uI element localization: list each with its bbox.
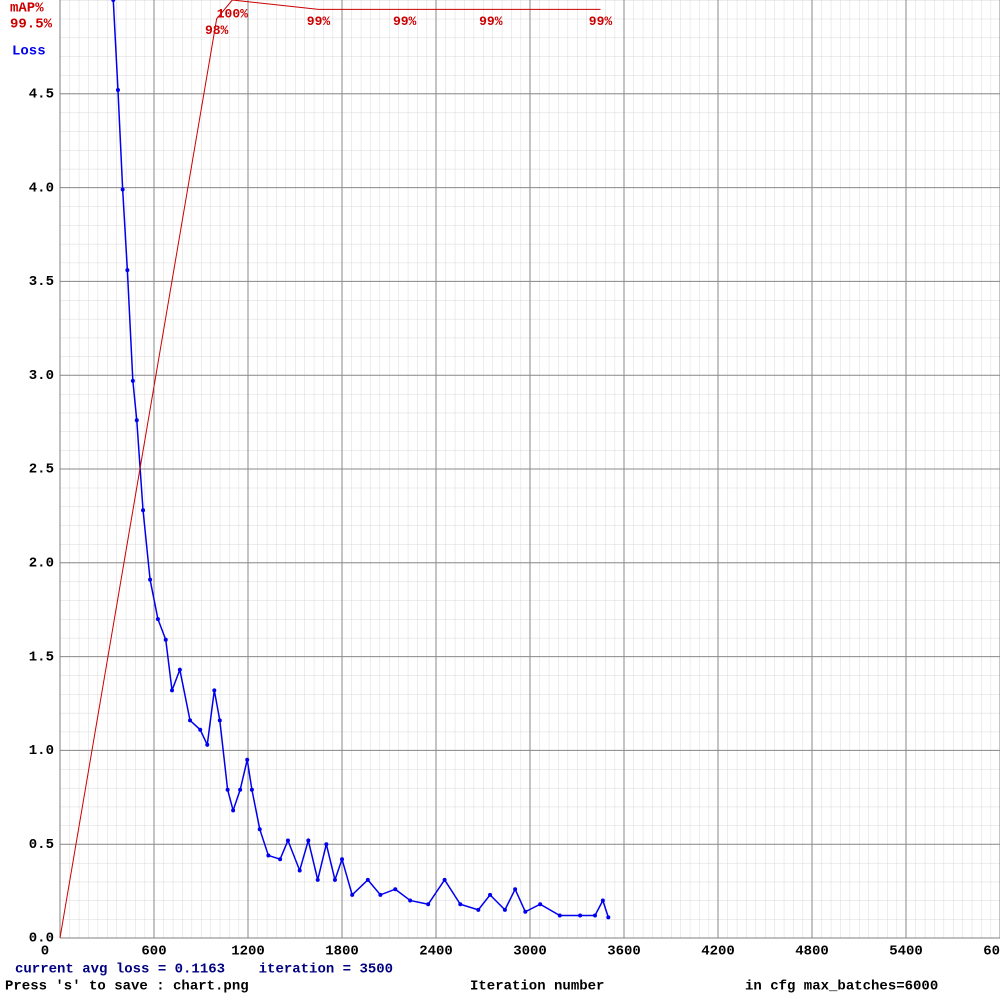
map-line (59, 0, 601, 939)
loss-point (426, 902, 431, 907)
loss-point (502, 907, 507, 912)
loss-point (557, 913, 562, 918)
loss-point (231, 808, 236, 813)
loss-point (350, 892, 355, 897)
x-tick-label: 600 (141, 944, 166, 960)
loss-point (125, 268, 130, 273)
map-title: mAP% (10, 1, 44, 17)
loss-point (245, 757, 250, 762)
loss-point (600, 898, 605, 903)
best-map: 99.5% (10, 17, 53, 33)
x-tick-label: 4200 (701, 944, 735, 960)
map-label: 99% (589, 14, 613, 29)
x-tick-label: 3000 (513, 944, 547, 960)
loss-point (593, 913, 598, 918)
loss-point (249, 787, 254, 792)
x-tick-label: 1800 (325, 944, 359, 960)
y-tick-label: 1.0 (29, 743, 54, 759)
loss-point (148, 577, 153, 582)
map-label: 99% (307, 14, 331, 29)
loss-point (297, 868, 302, 873)
loss-point (332, 877, 337, 882)
y-tick-label: 3.5 (29, 274, 54, 290)
loss-point (442, 877, 447, 882)
loss-point (212, 688, 217, 693)
loss-point (257, 827, 262, 832)
loss-point (155, 617, 160, 622)
y-tick-label: 0.5 (29, 837, 54, 853)
x-tick-label: 3600 (607, 944, 641, 960)
loss-point (111, 0, 116, 2)
y-tick-label: 4.0 (29, 180, 54, 196)
loss-point (340, 857, 344, 862)
loss-point (315, 877, 320, 882)
loss-point (188, 718, 193, 723)
loss-point (225, 787, 230, 792)
loss-point (488, 892, 493, 897)
x-axis-label: Iteration number (470, 979, 604, 995)
loss-point (115, 88, 120, 93)
loss-point (266, 853, 271, 858)
loss-point (278, 857, 283, 862)
loss-point (141, 508, 146, 513)
y-tick-label: 1.5 (29, 649, 54, 665)
x-tick-label: 6000 (983, 944, 1000, 960)
loss-point (134, 418, 139, 423)
x-tick-label: 4800 (795, 944, 829, 960)
map-label: 99% (393, 14, 417, 29)
loss-point (324, 842, 329, 847)
loss-point (205, 742, 210, 747)
loss-point (513, 887, 518, 892)
loss-point (365, 877, 370, 882)
y-tick-label: 0.0 (29, 931, 54, 947)
loss-point (170, 688, 175, 693)
x-tick-label: 2400 (419, 944, 453, 960)
loss-point (177, 667, 182, 672)
loss-legend: Loss (12, 44, 46, 60)
y-tick-label: 2.5 (29, 462, 54, 478)
loss-point (538, 902, 543, 907)
map-label: 99% (479, 14, 503, 29)
loss-point (163, 637, 168, 642)
max-batches: in cfg max_batches=6000 (745, 979, 938, 995)
x-tick-label: 5400 (889, 944, 923, 960)
loss-point (458, 902, 463, 907)
loss-point (523, 909, 528, 914)
save-hint: Press 's' to save : chart.png (5, 979, 249, 995)
y-tick-label: 3.0 (29, 368, 54, 384)
y-tick-label: 4.5 (29, 87, 54, 103)
loss-point (578, 913, 583, 918)
map-label: 98% (205, 23, 229, 38)
loss-point (393, 887, 398, 892)
loss-point (238, 787, 243, 792)
loss-point (408, 898, 413, 903)
loss-point (378, 892, 383, 897)
loss-point (198, 727, 203, 732)
x-tick-label: 1200 (231, 944, 265, 960)
y-tick-label: 2.0 (29, 556, 54, 572)
status: current avg loss = 0.1163 iteration = 35… (15, 962, 393, 978)
loss-point (120, 187, 125, 192)
loss-point (217, 718, 222, 723)
loss-point (306, 838, 311, 843)
loss-point (130, 378, 135, 383)
loss-point (606, 915, 611, 920)
map-label: 100% (217, 6, 248, 21)
loss-point (285, 838, 290, 843)
loss-point (476, 907, 481, 912)
x-tick-label: 0 (41, 944, 49, 960)
